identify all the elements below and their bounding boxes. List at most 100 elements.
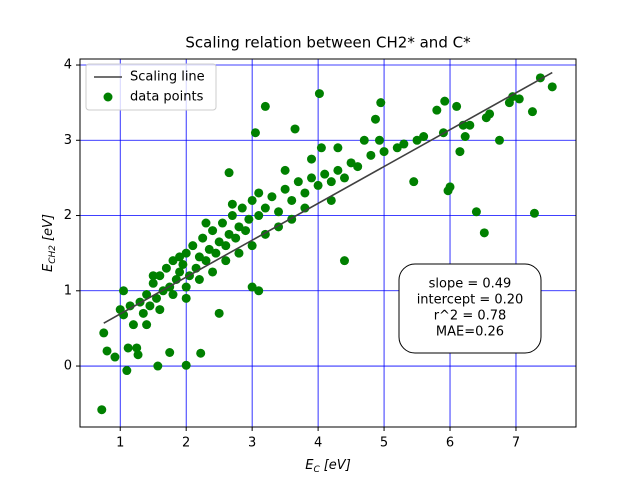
- y-tick-label: 0: [64, 359, 72, 374]
- data-point: [152, 293, 162, 303]
- data-point: [142, 290, 152, 300]
- data-point: [247, 282, 257, 292]
- data-point: [227, 211, 237, 221]
- data-point: [217, 218, 227, 228]
- data-point: [504, 98, 514, 108]
- data-point: [133, 350, 143, 360]
- data-point: [313, 180, 323, 190]
- data-point: [333, 165, 343, 175]
- data-point: [409, 177, 419, 187]
- scaling-line: [103, 71, 553, 324]
- data-point: [326, 195, 336, 205]
- data-point: [227, 199, 237, 209]
- data-point: [194, 252, 204, 262]
- data-point: [254, 286, 264, 296]
- annotation-text: intercept = 0.20: [417, 293, 524, 308]
- data-point: [314, 89, 324, 99]
- data-point: [471, 207, 481, 217]
- data-point: [346, 158, 356, 168]
- data-point: [254, 188, 264, 198]
- data-point: [290, 124, 300, 134]
- data-point: [374, 135, 384, 145]
- data-point: [399, 139, 409, 149]
- data-point: [181, 293, 191, 303]
- data-point: [339, 256, 349, 266]
- data-point: [237, 203, 247, 213]
- data-point: [392, 143, 402, 153]
- data-point: [247, 195, 257, 205]
- data-point: [547, 82, 557, 92]
- data-point: [165, 347, 175, 357]
- data-point: [224, 168, 234, 178]
- data-point: [366, 150, 376, 160]
- data-point: [479, 228, 489, 238]
- x-tick-label: 5: [380, 436, 388, 451]
- y-axis-label: ECH2 [eV]: [41, 214, 58, 272]
- data-point: [132, 343, 142, 353]
- data-point: [443, 186, 453, 196]
- data-point: [244, 214, 254, 224]
- x-label-subscript: C: [313, 465, 320, 475]
- data-point: [99, 328, 109, 338]
- x-tick-label: 3: [248, 436, 256, 451]
- data-point: [379, 147, 389, 157]
- data-point: [123, 343, 133, 353]
- data-point: [316, 143, 326, 153]
- data-point: [128, 320, 138, 330]
- data-point: [485, 109, 495, 119]
- annotation-text: r^2 = 0.78: [434, 309, 507, 324]
- y-tick-label: 4: [64, 58, 72, 73]
- data-point: [138, 308, 148, 318]
- data-point: [168, 290, 178, 300]
- data-point: [326, 177, 336, 187]
- data-point: [211, 248, 221, 258]
- plot-frame: [79, 58, 577, 428]
- data-point: [155, 271, 165, 281]
- data-point: [102, 346, 112, 356]
- data-point: [280, 165, 290, 175]
- data-point: [280, 184, 290, 194]
- data-point: [465, 120, 475, 130]
- data-point: [514, 94, 524, 104]
- data-point: [214, 237, 224, 247]
- data-point: [198, 233, 208, 243]
- annotation-text: MAE=0.26: [436, 325, 504, 340]
- annotation-text: slope = 0.49: [429, 277, 512, 292]
- data-point: [370, 114, 380, 124]
- data-point: [339, 173, 349, 183]
- y-tick-label: 2: [64, 208, 72, 223]
- data-point: [247, 241, 257, 251]
- y-tick-label: 3: [64, 133, 72, 148]
- data-point: [267, 192, 277, 202]
- data-point: [181, 282, 191, 292]
- data-point: [293, 177, 303, 187]
- data-point: [196, 348, 206, 358]
- data-point: [168, 256, 178, 266]
- data-point: [110, 352, 120, 362]
- data-point: [460, 132, 470, 142]
- data-point: [419, 132, 429, 142]
- x-tick-label: 2: [182, 436, 190, 451]
- data-point: [231, 233, 241, 243]
- data-point: [194, 274, 204, 284]
- x-tick-label: 4: [314, 436, 322, 451]
- x-tick-label: 1: [116, 436, 124, 451]
- data-point: [307, 154, 317, 164]
- legend-box: [85, 63, 217, 111]
- x-tick-label: 6: [446, 436, 454, 451]
- data-point: [250, 128, 260, 138]
- data-point: [241, 226, 251, 236]
- data-point: [224, 229, 234, 239]
- x-label-symbol: E: [305, 458, 314, 473]
- data-point: [287, 195, 297, 205]
- data-point: [260, 101, 270, 111]
- annotation-box: [398, 263, 542, 354]
- data-point: [333, 143, 343, 153]
- data-point: [181, 360, 191, 370]
- data-point: [178, 259, 188, 269]
- y-label-symbol: E: [41, 263, 56, 272]
- data-point: [204, 244, 214, 254]
- data-point: [175, 252, 185, 262]
- data-point: [148, 271, 158, 281]
